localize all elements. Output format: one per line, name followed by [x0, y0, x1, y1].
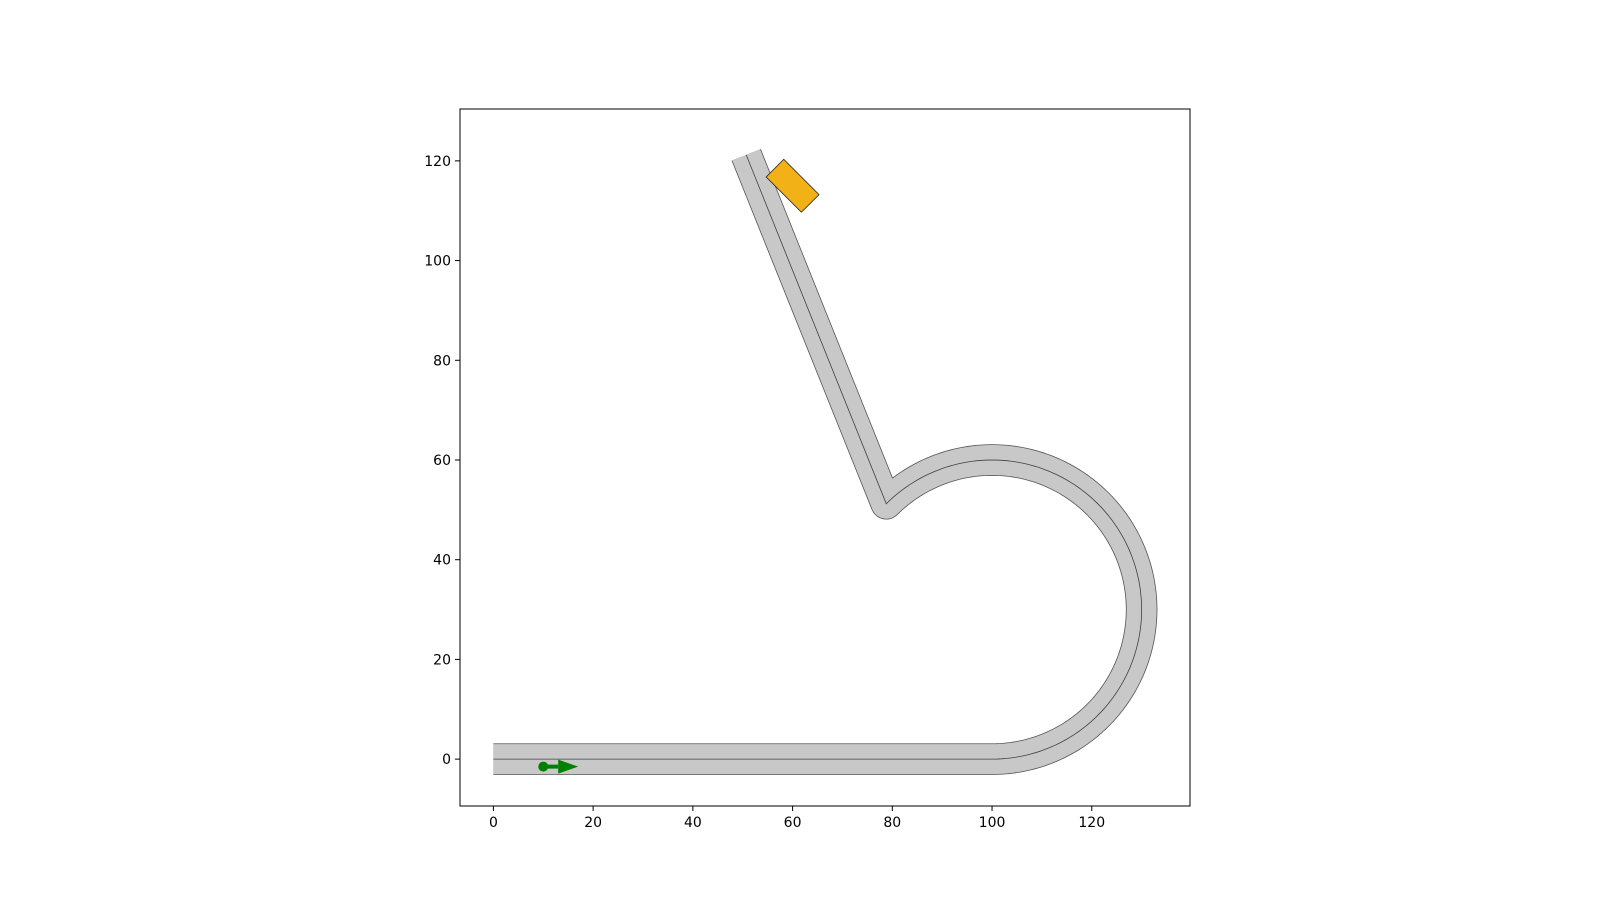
ego-vehicle — [538, 761, 549, 772]
y-tick-label: 60 — [433, 453, 451, 469]
y-tick-label: 20 — [433, 652, 451, 668]
axes-frame — [459, 108, 1191, 807]
x-tick-label: 100 — [979, 815, 1006, 831]
y-tick-label: 80 — [433, 353, 451, 369]
y-tick-label: 120 — [424, 154, 451, 170]
x-tick-label: 0 — [489, 815, 498, 831]
x-tick-label: 80 — [883, 815, 901, 831]
x-tick-label: 40 — [684, 815, 702, 831]
y-tick-label: 0 — [442, 752, 451, 768]
y-tick-label: 40 — [433, 553, 451, 569]
x-tick-label: 20 — [584, 815, 602, 831]
road-surface — [493, 149, 1157, 775]
road-centerline — [493, 154, 1143, 760]
obstacle-vehicle — [765, 158, 820, 213]
y-tick-label: 100 — [424, 254, 451, 270]
plot-area — [493, 148, 1158, 775]
x-tick-label: 120 — [1078, 815, 1105, 831]
x-tick-label: 60 — [784, 815, 802, 831]
ego-heading-arrowhead — [558, 759, 579, 774]
